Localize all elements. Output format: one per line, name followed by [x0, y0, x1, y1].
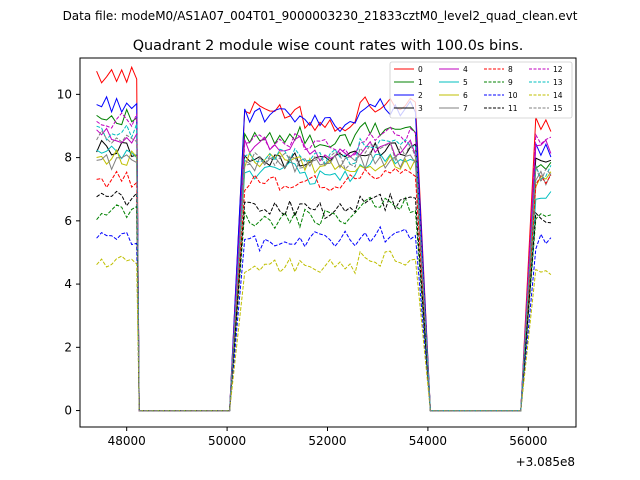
series-line-4 [96, 127, 552, 412]
legend-label-15: 15 [553, 104, 563, 113]
legend-label-2: 2 [418, 91, 423, 100]
series-line-1 [96, 108, 552, 412]
legend-label-8: 8 [508, 65, 513, 74]
y-tick-label: 2 [64, 340, 72, 354]
chart-suptitle: Data file: modeM0/AS1A07_004T01_90000032… [63, 9, 578, 23]
chart-title: Quadrant 2 module wise count rates with … [133, 38, 524, 54]
legend-label-0: 0 [418, 65, 423, 74]
legend-box [389, 61, 573, 119]
x-axis: 48000 50000 52000 54000 56000 [108, 427, 547, 448]
series-line-5 [96, 145, 552, 412]
series-line-8 [96, 167, 552, 412]
legend-label-14: 14 [553, 91, 563, 100]
x-tick-label: 54000 [409, 434, 447, 448]
legend-label-4: 4 [463, 65, 468, 74]
axes-frame [79, 57, 577, 428]
legend-label-5: 5 [463, 78, 468, 87]
series-line-3 [96, 139, 552, 412]
y-tick-label: 10 [57, 87, 72, 101]
series-line-0 [96, 65, 552, 412]
series-line-13 [96, 123, 552, 412]
legend-label-7: 7 [463, 104, 468, 113]
legend-label-6: 6 [463, 91, 468, 100]
plot-area [96, 65, 552, 412]
x-axis-offset-label: +3.085e8 [516, 455, 575, 469]
y-axis: 0 2 4 6 8 10 [57, 87, 80, 418]
legend-label-9: 9 [508, 78, 513, 87]
series-line-2 [96, 95, 552, 412]
legend-label-12: 12 [553, 65, 563, 74]
series-line-7 [96, 150, 552, 412]
series-line-6 [96, 148, 552, 412]
series-line-14 [96, 250, 552, 412]
legend-label-10: 10 [508, 91, 518, 100]
y-tick-label: 0 [64, 404, 72, 418]
series-line-9 [96, 196, 552, 412]
x-tick-label: 56000 [509, 434, 547, 448]
series-line-15 [96, 129, 552, 412]
x-tick-label: 50000 [208, 434, 246, 448]
x-tick-label: 48000 [108, 434, 146, 448]
legend-label-11: 11 [508, 104, 518, 113]
y-tick-label: 4 [64, 277, 72, 291]
x-tick-label: 52000 [308, 434, 346, 448]
y-tick-label: 8 [64, 151, 72, 165]
legend-label-3: 3 [418, 104, 423, 113]
series-line-12 [96, 112, 552, 412]
series-line-11 [96, 190, 551, 412]
legend-label-13: 13 [553, 78, 563, 87]
series-line-10 [96, 225, 552, 412]
legend-label-1: 1 [418, 78, 423, 87]
y-tick-label: 6 [64, 214, 72, 228]
